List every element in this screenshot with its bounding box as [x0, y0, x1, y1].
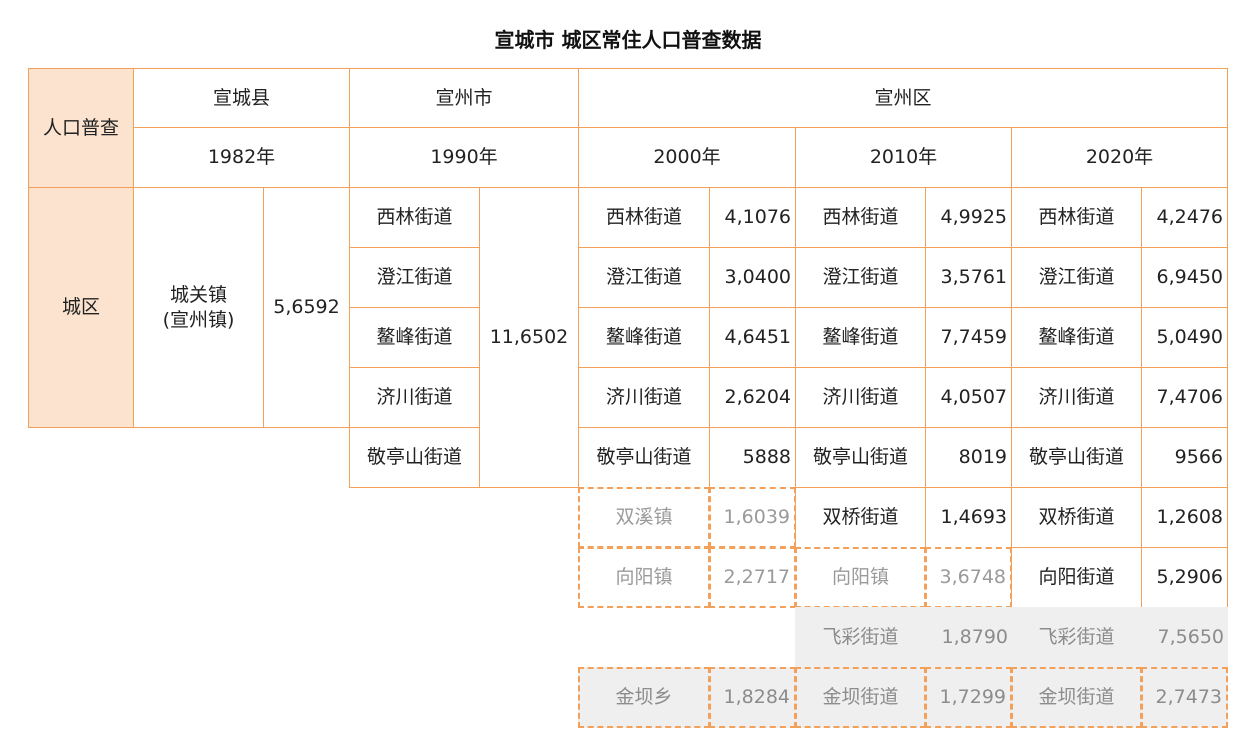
y2010-value: 3,6748 — [925, 547, 1012, 608]
y2000-value: 2,6204 — [709, 367, 796, 428]
y2000-name: 向阳镇 — [578, 547, 710, 608]
header-year-1990: 1990年 — [349, 127, 579, 188]
y2010-name: 济川街道 — [795, 367, 926, 428]
header-corner: 人口普查 — [28, 68, 134, 188]
y2010-name: 双桥街道 — [795, 487, 926, 548]
y2020-value: 7,4706 — [1141, 367, 1228, 428]
y2020-name: 澄江街道 — [1011, 247, 1142, 308]
y2010-value: 1,4693 — [925, 487, 1012, 548]
y2010-name: 金坝街道 — [795, 667, 926, 728]
y2010-value: 1,7299 — [925, 667, 1012, 728]
y2010-name: 鳌峰街道 — [795, 307, 926, 368]
y2010-value: 4,9925 — [925, 187, 1012, 248]
y2000-name: 双溪镇 — [578, 487, 710, 548]
y2010-value: 1,8790 — [925, 607, 1012, 668]
y2020-value: 5,0490 — [1141, 307, 1228, 368]
header-year-1982: 1982年 — [133, 127, 350, 188]
header-year-2010: 2010年 — [795, 127, 1012, 188]
y2020-name: 飞彩街道 — [1011, 607, 1142, 668]
y2020-value: 9566 — [1141, 427, 1228, 488]
y2000-name: 济川街道 — [578, 367, 710, 428]
y2000-value: 4,1076 — [709, 187, 796, 248]
y2020-value: 2,7473 — [1141, 667, 1228, 728]
y2000-name: 澄江街道 — [578, 247, 710, 308]
y2020-name: 济川街道 — [1011, 367, 1142, 428]
row-label-urban: 城区 — [28, 187, 134, 428]
y2000-value: 1,8284 — [709, 667, 796, 728]
y1990-street: 济川街道 — [349, 367, 480, 428]
y2000-name: 鳌峰街道 — [578, 307, 710, 368]
y2020-value: 4,2476 — [1141, 187, 1228, 248]
header-year-2020: 2020年 — [1011, 127, 1228, 188]
y2000-value: 5888 — [709, 427, 796, 488]
y2010-value: 4,0507 — [925, 367, 1012, 428]
page-title: 宣城市 城区常住人口普查数据 — [494, 28, 762, 52]
y2020-name: 西林街道 — [1011, 187, 1142, 248]
y2020-value: 1,2608 — [1141, 487, 1228, 548]
y2010-value: 3,5761 — [925, 247, 1012, 308]
y2020-name: 金坝街道 — [1011, 667, 1142, 728]
y2000-name: 金坝乡 — [578, 667, 710, 728]
y1990-total: 11,6502 — [479, 187, 579, 488]
y2000-value: 1,6039 — [709, 487, 796, 548]
y2000-value: 4,6451 — [709, 307, 796, 368]
y2010-name: 澄江街道 — [795, 247, 926, 308]
y1990-street: 敬亭山街道 — [349, 427, 480, 488]
header-region-xuanzhou-city: 宣州市 — [349, 68, 579, 128]
y2010-value: 8019 — [925, 427, 1012, 488]
y2020-name: 向阳街道 — [1011, 547, 1142, 608]
header-region-xuancheng-county: 宣城县 — [133, 68, 350, 128]
y2000-value: 3,0400 — [709, 247, 796, 308]
y2020-value: 7,5650 — [1141, 607, 1228, 668]
y2000-name: 敬亭山街道 — [578, 427, 710, 488]
header-year-2000: 2000年 — [578, 127, 796, 188]
y2000-name: 西林街道 — [578, 187, 710, 248]
y2020-name: 双桥街道 — [1011, 487, 1142, 548]
y1990-street: 鳌峰街道 — [349, 307, 480, 368]
y2010-name: 飞彩街道 — [795, 607, 926, 668]
header-region-xuanzhou-district: 宣州区 — [578, 68, 1228, 128]
y1990-street: 澄江街道 — [349, 247, 480, 308]
y2020-value: 6,9450 — [1141, 247, 1228, 308]
y2020-value: 5,2906 — [1141, 547, 1228, 608]
y1982-unit: 城关镇 (宣州镇) — [133, 187, 264, 428]
y2020-name: 敬亭山街道 — [1011, 427, 1142, 488]
y2000-value: 2,2717 — [709, 547, 796, 608]
y2010-name: 向阳镇 — [795, 547, 926, 608]
y1990-street: 西林街道 — [349, 187, 480, 248]
y2010-name: 西林街道 — [795, 187, 926, 248]
y2010-value: 7,7459 — [925, 307, 1012, 368]
y2020-name: 鳌峰街道 — [1011, 307, 1142, 368]
y1982-value: 5,6592 — [263, 187, 350, 428]
y2010-name: 敬亭山街道 — [795, 427, 926, 488]
